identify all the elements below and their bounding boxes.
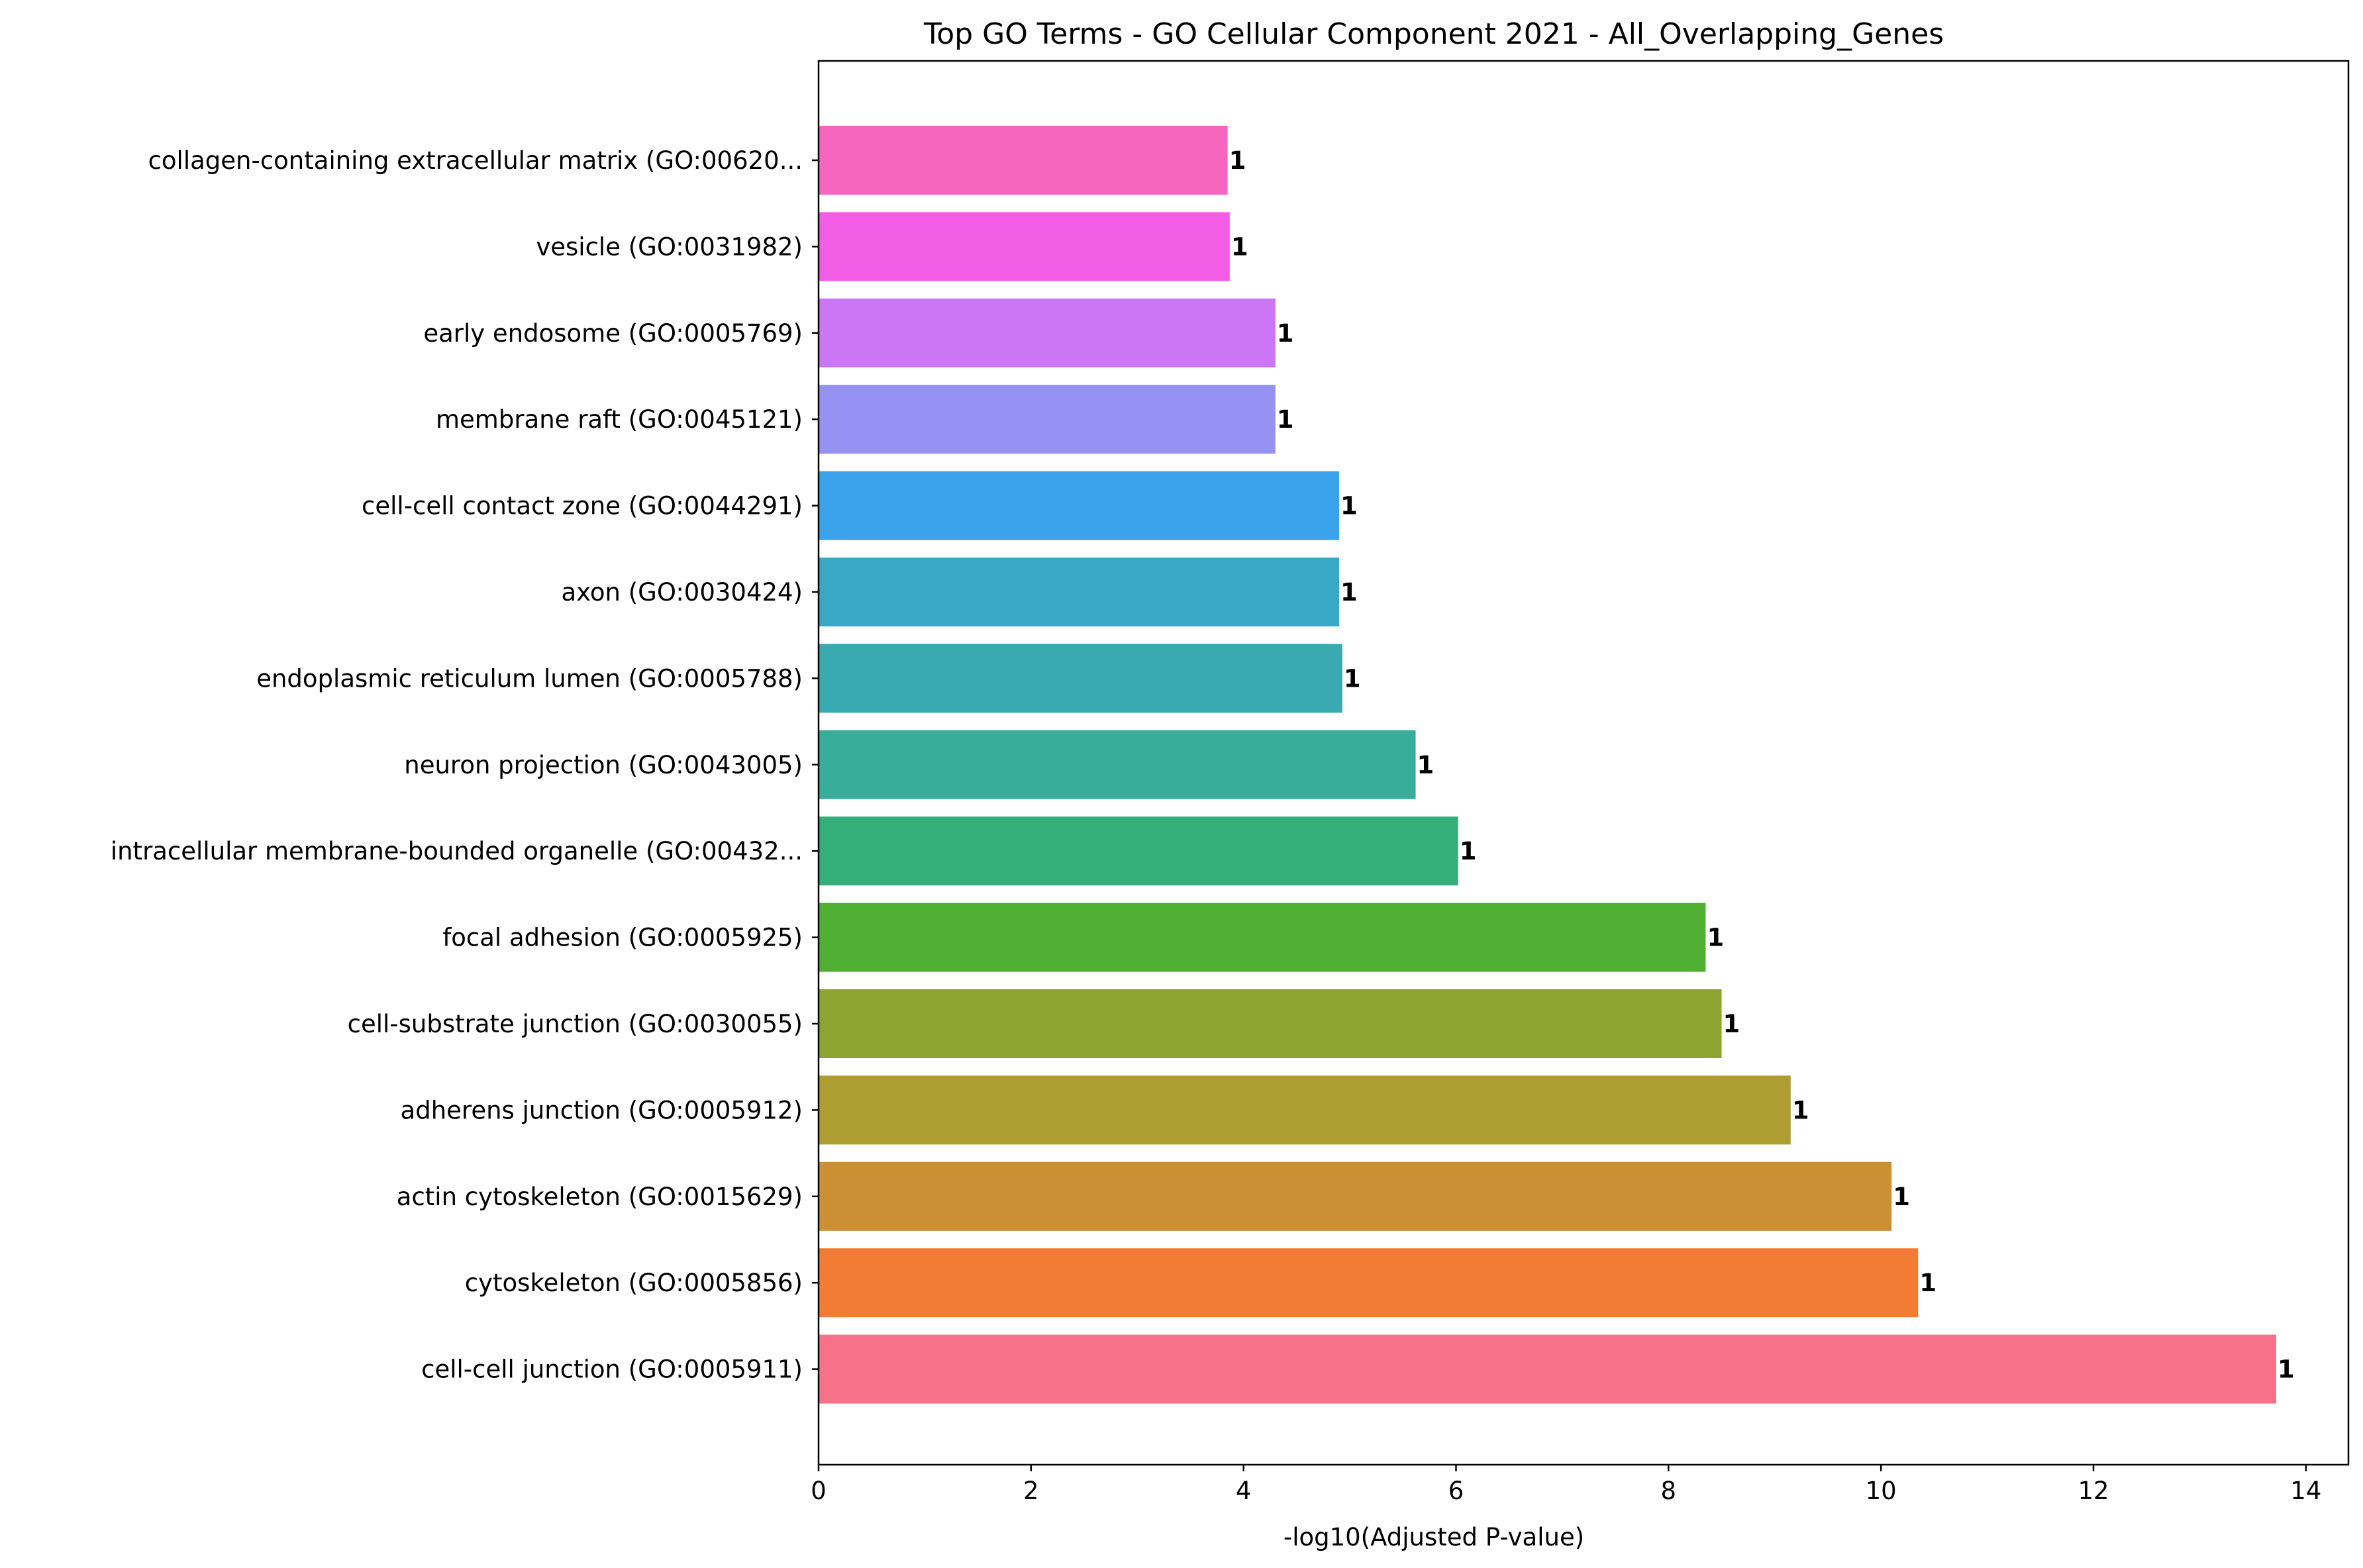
data-label: 1 — [1893, 1183, 1910, 1211]
bar — [819, 126, 1228, 195]
data-label: 1 — [1340, 492, 1358, 520]
data-labels: 1 1 1 1 1 1 1 1 1 1 1 1 1 1 1 — [1229, 146, 2295, 1384]
category-label: cell-cell junction (GO:0005911) — [421, 1355, 803, 1384]
data-label: 1 — [1792, 1096, 1809, 1124]
data-label: 1 — [1460, 837, 1477, 865]
x-tick-label: 0 — [811, 1477, 827, 1505]
category-label: axon (GO:0030424) — [561, 578, 803, 607]
bar — [819, 298, 1276, 368]
x-tick-label: 12 — [2078, 1477, 2109, 1505]
x-axis-label: -log10(Adjusted P-value) — [1283, 1523, 1584, 1551]
x-axis: 0 2 4 6 8 10 12 14 — [811, 1465, 2321, 1505]
category-label: intracellular membrane-bounded organelle… — [111, 837, 803, 865]
category-label: vesicle (GO:0031982) — [536, 232, 803, 261]
category-label: focal adhesion (GO:0005925) — [442, 924, 803, 952]
category-label: cell-cell contact zone (GO:0044291) — [362, 492, 803, 520]
category-label: adherens junction (GO:0005912) — [401, 1096, 803, 1124]
bar — [819, 1161, 1892, 1231]
data-label: 1 — [1277, 405, 1294, 434]
category-label: cell-substrate junction (GO:0030055) — [348, 1010, 803, 1038]
x-tick-label: 2 — [1023, 1477, 1039, 1505]
data-label: 1 — [1417, 751, 1434, 779]
data-label: 1 — [1277, 319, 1294, 348]
data-label: 1 — [1229, 146, 1246, 175]
x-tick-label: 6 — [1448, 1477, 1464, 1505]
data-label: 1 — [1707, 924, 1724, 952]
category-label: actin cytoskeleton (GO:0015629) — [397, 1183, 803, 1211]
bar — [819, 1334, 2276, 1404]
bar — [819, 903, 1706, 972]
bar — [819, 558, 1340, 626]
category-label: endoplasmic reticulum lumen (GO:0005788) — [256, 664, 803, 693]
chart-title: Top GO Terms - GO Cellular Component 202… — [923, 17, 1944, 51]
category-label: cytoskeleton (GO:0005856) — [465, 1269, 803, 1297]
category-label: membrane raft (GO:0045121) — [436, 405, 803, 434]
category-label: neuron projection (GO:0043005) — [404, 751, 803, 779]
category-label: early endosome (GO:0005769) — [423, 319, 803, 348]
data-label: 1 — [1723, 1010, 1740, 1038]
x-tick-label: 4 — [1236, 1477, 1252, 1505]
data-label: 1 — [2278, 1355, 2295, 1384]
x-tick-label: 10 — [1866, 1477, 1897, 1505]
x-tick-label: 8 — [1661, 1477, 1677, 1505]
data-label: 1 — [1344, 664, 1361, 693]
bars-group — [819, 126, 2276, 1404]
plot-frame — [817, 60, 2350, 1466]
data-label: 1 — [1340, 578, 1358, 607]
bar — [819, 1075, 1791, 1145]
bar — [819, 730, 1416, 799]
category-label: collagen-containing extracellular matrix… — [148, 146, 803, 175]
bar — [819, 385, 1276, 454]
bar — [819, 816, 1458, 886]
bar — [819, 644, 1342, 713]
bar — [819, 989, 1722, 1058]
category-labels: collagen-containing extracellular matrix… — [111, 146, 819, 1384]
bar — [819, 212, 1230, 281]
data-label: 1 — [1919, 1269, 1936, 1297]
data-label: 1 — [1231, 232, 1248, 261]
bar — [819, 471, 1340, 540]
bar — [819, 1248, 1919, 1318]
x-tick-label: 14 — [2290, 1477, 2321, 1505]
